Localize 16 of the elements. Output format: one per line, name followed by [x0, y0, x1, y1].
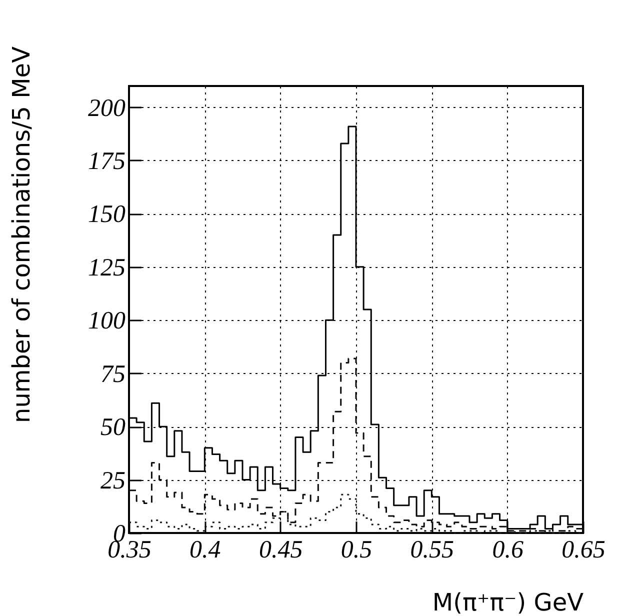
y-tick-label: 100	[88, 308, 126, 335]
y-axis-title: number of combinations/5 MeV	[8, 46, 36, 423]
x-tick-label: 0.45	[258, 536, 303, 564]
x-tick-label: 0.55	[410, 536, 454, 564]
y-tick-label: 50	[100, 414, 126, 442]
y-tick-label: 75	[100, 360, 126, 388]
x-tick-label: 0.65	[562, 536, 606, 564]
y-tick-label: 175	[88, 148, 126, 175]
y-tick-label: 150	[88, 201, 126, 228]
y-tick-label: 125	[88, 254, 126, 282]
x-tick-label: 0.4	[190, 536, 221, 564]
y-tick-label: 200	[88, 94, 126, 122]
y-tick-label: 25	[100, 467, 126, 494]
x-tick-label: 0.5	[340, 536, 372, 564]
x-axis-title: M(π⁺π⁻) GeV	[432, 588, 584, 616]
x-tick-label: 0.6	[492, 536, 524, 564]
